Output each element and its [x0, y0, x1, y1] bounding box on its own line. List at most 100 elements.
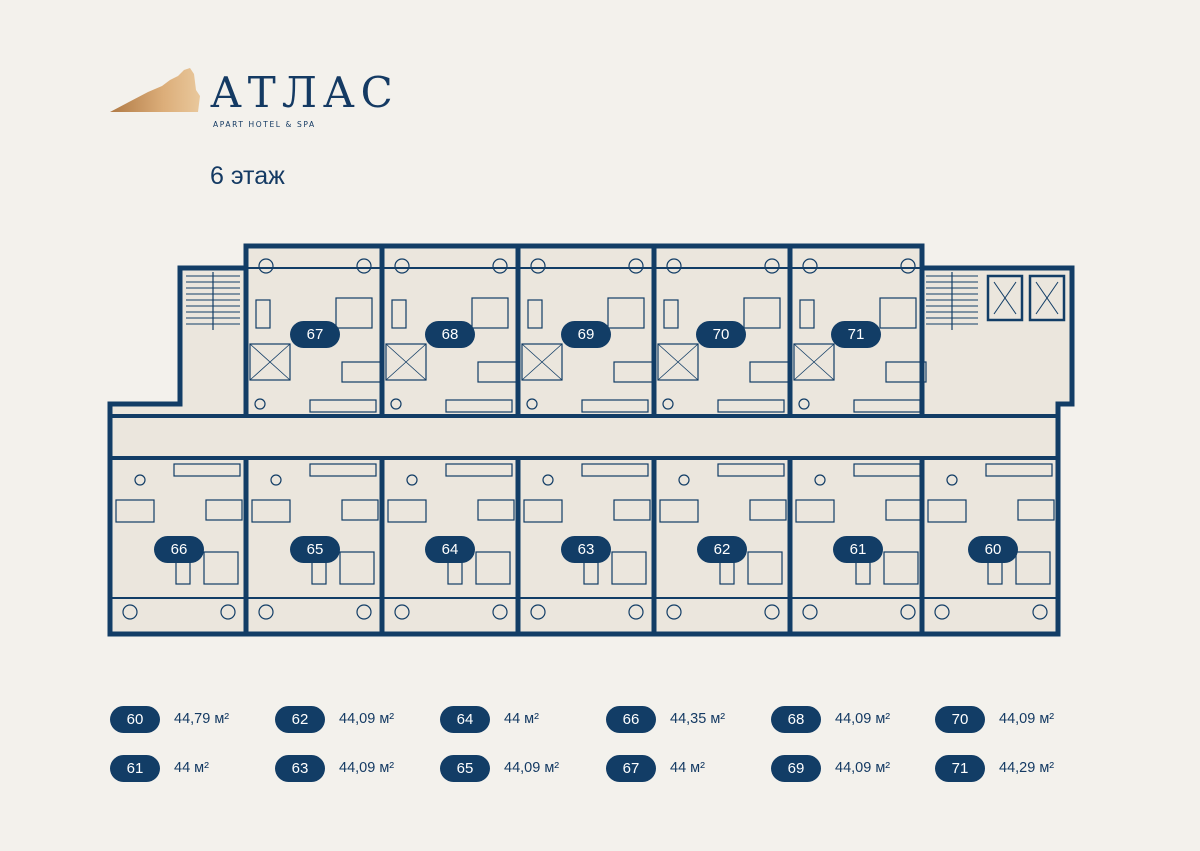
toilet	[390, 398, 402, 410]
bathtub	[793, 343, 835, 381]
legend-item[interactable]: 71 44,29 м²	[935, 754, 1054, 782]
legend-item[interactable]: 63 44,09 м²	[275, 754, 394, 782]
bathtub	[249, 343, 291, 381]
balcony-chair	[628, 258, 644, 274]
dining-table	[749, 499, 787, 521]
kitchen-counter	[853, 399, 921, 413]
legend-item[interactable]: 69 44,09 м²	[771, 754, 890, 782]
legend-unit-badge: 62	[275, 705, 325, 733]
toilet	[270, 474, 282, 486]
legend-item[interactable]: 60 44,79 м²	[110, 705, 229, 733]
legend-item[interactable]: 66 44,35 м²	[606, 705, 725, 733]
armchair	[391, 299, 407, 329]
legend-unit-badge: 68	[771, 705, 821, 733]
bathtub	[927, 499, 967, 523]
bed	[203, 551, 239, 585]
dining-table	[885, 361, 927, 383]
balcony-chair	[220, 604, 236, 620]
unit-label-70[interactable]: 70	[696, 321, 746, 348]
toilet	[662, 398, 674, 410]
legend-item[interactable]: 65 44,09 м²	[440, 754, 559, 782]
legend-area: 44 м²	[504, 711, 539, 727]
brand-tagline: APART HOTEL & SPA	[213, 120, 316, 129]
bathtub	[385, 343, 427, 381]
dining-table	[477, 499, 515, 521]
balcony-chair	[628, 604, 644, 620]
legend-item[interactable]: 62 44,09 м²	[275, 705, 394, 733]
toilet	[134, 474, 146, 486]
legend-unit-badge: 63	[275, 754, 325, 782]
legend-item[interactable]: 70 44,09 м²	[935, 705, 1054, 733]
legend-unit-badge: 69	[771, 754, 821, 782]
unit-label-71[interactable]: 71	[831, 321, 881, 348]
bathtub	[657, 343, 699, 381]
legend-area: 44,09 м²	[835, 760, 891, 776]
elevator-shaft	[1028, 274, 1066, 322]
balcony-chair	[1032, 604, 1048, 620]
legend-unit-badge: 65	[440, 754, 490, 782]
unit-label-61[interactable]: 61	[833, 536, 883, 563]
elevator-cross	[1035, 281, 1059, 315]
legend-item[interactable]: 64 44 м²	[440, 705, 539, 733]
kitchen-counter	[985, 463, 1053, 477]
bed	[743, 297, 781, 329]
legend-unit-badge: 64	[440, 705, 490, 733]
legend-area: 44,09 м²	[835, 711, 891, 727]
balcony-chair	[900, 604, 916, 620]
unit-label-68[interactable]: 68	[425, 321, 475, 348]
floor-title: 6 этаж	[210, 162, 285, 190]
kitchen-counter	[581, 399, 649, 413]
mountain-logo-icon	[110, 68, 200, 112]
unit-label-64[interactable]: 64	[425, 536, 475, 563]
legend-unit-badge: 70	[935, 705, 985, 733]
toilet	[946, 474, 958, 486]
armchair	[255, 299, 271, 329]
bath-cross	[249, 343, 291, 381]
legend-item[interactable]: 68 44,09 м²	[771, 705, 890, 733]
kitchen-counter	[309, 399, 377, 413]
bathtub	[115, 499, 155, 523]
unit-label-62[interactable]: 62	[697, 536, 747, 563]
legend-item[interactable]: 61 44 м²	[110, 754, 209, 782]
balcony-chair	[394, 604, 410, 620]
dining-table	[613, 361, 655, 383]
kitchen-counter	[853, 463, 921, 477]
balcony-chair	[802, 604, 818, 620]
unit-label-60[interactable]: 60	[968, 536, 1018, 563]
unit-label-66[interactable]: 66	[154, 536, 204, 563]
unit-label-69[interactable]: 69	[561, 321, 611, 348]
bed	[335, 297, 373, 329]
dining-table	[749, 361, 791, 383]
legend-item[interactable]: 67 44 м²	[606, 754, 705, 782]
bathtub	[659, 499, 699, 523]
corridor-floor	[110, 404, 1058, 634]
bed	[471, 297, 509, 329]
unit-label-63[interactable]: 63	[561, 536, 611, 563]
bath-cross	[793, 343, 835, 381]
dining-table	[613, 499, 651, 521]
legend-area: 44 м²	[174, 760, 209, 776]
legend-unit-badge: 61	[110, 754, 160, 782]
bed	[611, 551, 647, 585]
unit-label-67[interactable]: 67	[290, 321, 340, 348]
toilet	[406, 474, 418, 486]
toilet	[542, 474, 554, 486]
bed	[879, 297, 917, 329]
armchair	[663, 299, 679, 329]
toilet	[798, 398, 810, 410]
armchair	[799, 299, 815, 329]
bed	[339, 551, 375, 585]
dining-table	[341, 499, 379, 521]
bed	[475, 551, 511, 585]
legend-area: 44,79 м²	[174, 711, 230, 727]
legend-area: 44 м²	[670, 760, 705, 776]
balcony-chair	[492, 604, 508, 620]
legend-unit-badge: 71	[935, 754, 985, 782]
balcony-chair	[666, 604, 682, 620]
dining-table	[477, 361, 519, 383]
unit-label-65[interactable]: 65	[290, 536, 340, 563]
toilet	[678, 474, 690, 486]
bath-cross	[657, 343, 699, 381]
legend-area: 44,09 м²	[339, 760, 395, 776]
